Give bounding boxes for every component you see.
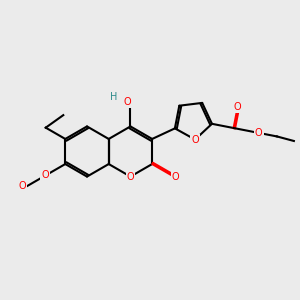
- Text: O: O: [191, 134, 199, 145]
- Text: O: O: [18, 181, 26, 191]
- Text: O: O: [234, 102, 242, 112]
- Text: O: O: [123, 97, 131, 107]
- Text: O: O: [41, 170, 49, 180]
- Text: O: O: [172, 172, 179, 182]
- Text: O: O: [127, 172, 134, 182]
- Text: O: O: [255, 128, 262, 138]
- Text: H: H: [110, 92, 118, 102]
